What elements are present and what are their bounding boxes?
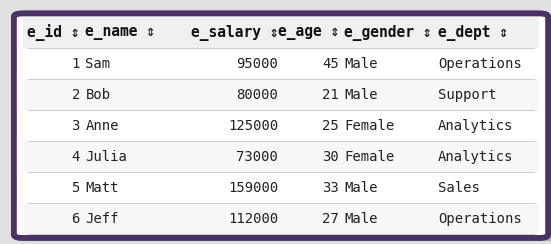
Text: Male: Male	[344, 57, 378, 71]
Text: 5: 5	[72, 181, 80, 195]
Text: 73000: 73000	[236, 150, 278, 164]
Text: Male: Male	[344, 88, 378, 102]
Text: e_name ⇕: e_name ⇕	[85, 25, 155, 40]
Text: 1: 1	[72, 57, 80, 71]
FancyBboxPatch shape	[23, 110, 539, 141]
Text: Male: Male	[344, 181, 378, 195]
Text: Julia: Julia	[85, 150, 127, 164]
FancyBboxPatch shape	[14, 13, 548, 238]
Text: Jeff: Jeff	[85, 212, 119, 226]
Text: e_id ⇕: e_id ⇕	[28, 24, 80, 41]
Text: Matt: Matt	[85, 181, 119, 195]
Text: 25: 25	[322, 119, 339, 133]
Text: 45: 45	[322, 57, 339, 71]
Text: Male: Male	[344, 212, 378, 226]
Text: 80000: 80000	[236, 88, 278, 102]
FancyBboxPatch shape	[23, 172, 539, 203]
Text: Female: Female	[344, 150, 395, 164]
Text: Support: Support	[438, 88, 496, 102]
Text: 125000: 125000	[228, 119, 278, 133]
Text: e_gender ⇕: e_gender ⇕	[344, 25, 432, 41]
Text: 4: 4	[72, 150, 80, 164]
Text: 159000: 159000	[228, 181, 278, 195]
Text: 3: 3	[72, 119, 80, 133]
Text: 27: 27	[322, 212, 339, 226]
Text: Female: Female	[344, 119, 395, 133]
FancyBboxPatch shape	[21, 17, 551, 241]
Text: Operations: Operations	[438, 212, 522, 226]
Text: 30: 30	[322, 150, 339, 164]
Text: Sales: Sales	[438, 181, 480, 195]
Text: Operations: Operations	[438, 57, 522, 71]
Text: Bob: Bob	[85, 88, 111, 102]
Text: 2: 2	[72, 88, 80, 102]
Text: 95000: 95000	[236, 57, 278, 71]
Text: e_salary ⇕: e_salary ⇕	[191, 25, 278, 41]
Text: 6: 6	[72, 212, 80, 226]
Text: Analytics: Analytics	[438, 119, 514, 133]
Text: e_age ⇕: e_age ⇕	[278, 25, 339, 40]
FancyBboxPatch shape	[23, 17, 539, 48]
FancyBboxPatch shape	[23, 79, 539, 110]
Text: 21: 21	[322, 88, 339, 102]
FancyBboxPatch shape	[23, 48, 539, 79]
Text: 33: 33	[322, 181, 339, 195]
FancyBboxPatch shape	[23, 203, 539, 234]
Text: e_dept ⇕: e_dept ⇕	[438, 25, 508, 41]
FancyBboxPatch shape	[23, 141, 539, 172]
Text: 112000: 112000	[228, 212, 278, 226]
Text: Anne: Anne	[85, 119, 119, 133]
Text: Sam: Sam	[85, 57, 111, 71]
Text: Analytics: Analytics	[438, 150, 514, 164]
